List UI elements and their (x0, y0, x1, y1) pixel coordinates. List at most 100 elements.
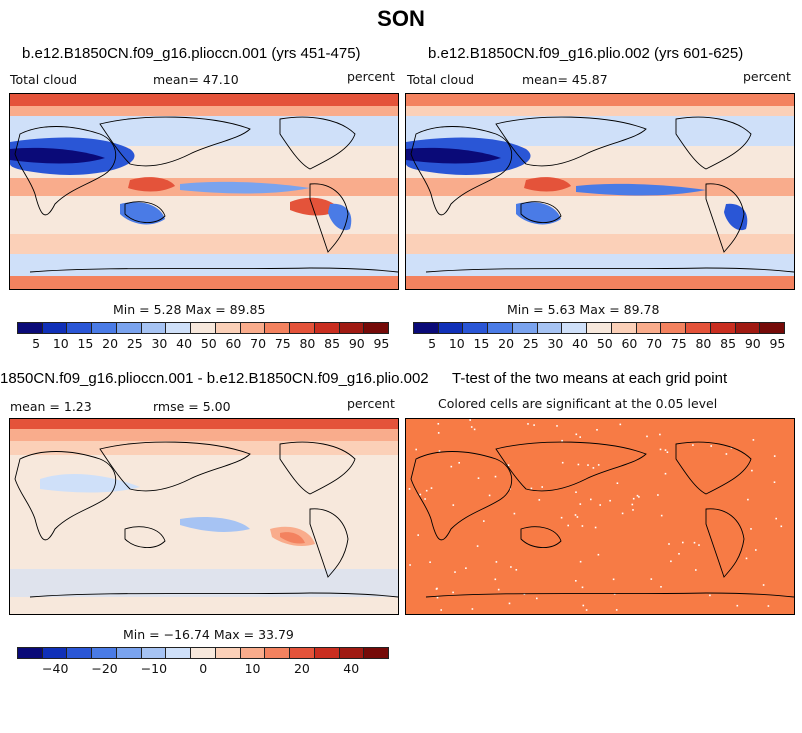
southern-band (10, 234, 398, 254)
non-significant-cell (435, 588, 438, 590)
negative-patch-1 (40, 473, 140, 493)
colorbar-swatch (710, 323, 736, 333)
colorbar-tick-label: 5 (32, 336, 41, 351)
colorbar-tick-label: 60 (621, 336, 638, 351)
non-significant-cell (530, 487, 533, 490)
non-significant-cell (581, 525, 584, 527)
colorbar-swatch (215, 648, 241, 658)
colorbar-tick-label: 15 (473, 336, 490, 351)
non-significant-cell (430, 487, 433, 489)
non-significant-cell (576, 516, 579, 518)
colorbar-tick-label: 70 (646, 336, 663, 351)
non-significant-cell (609, 499, 611, 502)
non-significant-cell (736, 604, 739, 607)
colorbar-tick-label: 10 (52, 336, 69, 351)
non-significant-cell (660, 514, 663, 517)
north-diff-band (10, 429, 398, 441)
panel1-map-svg (10, 94, 398, 289)
colorbar-tick-label: 40 (343, 661, 360, 676)
non-significant-cell (483, 520, 485, 522)
colorbar-tick-label: 90 (744, 336, 761, 351)
panel2-map-svg (406, 94, 794, 289)
colorbar-tick-label: 15 (77, 336, 94, 351)
panel2-colorbar-ticks: 5 10 15 20 25 30 40 50 60 70 75 80 85 90 95 (413, 336, 785, 352)
panel1-map (9, 93, 399, 290)
non-significant-cell (664, 449, 667, 451)
colorbar-swatch (92, 648, 117, 658)
colorbar-swatch (339, 323, 365, 333)
colorbar-swatch (611, 323, 637, 333)
maritime-continent (128, 177, 175, 192)
colorbar-swatch (661, 323, 687, 333)
panel1-stats: Min = 5.28 Max = 89.85 (113, 302, 266, 317)
arctic-diff-band (10, 419, 398, 429)
non-significant-cell (458, 462, 460, 464)
panel4-map (405, 418, 795, 615)
non-significant-cell (465, 567, 467, 569)
colorbar-tick-label: 50 (200, 336, 217, 351)
colorbar-swatch (42, 648, 68, 658)
non-significant-cell (417, 534, 419, 536)
panel3-map-svg (10, 419, 398, 614)
non-significant-cell (452, 591, 454, 594)
non-significant-cell (631, 503, 634, 506)
non-significant-cell (473, 428, 476, 431)
non-significant-cell (773, 481, 776, 483)
colorbar-tick-label: 75 (274, 336, 291, 351)
non-significant-cell (660, 586, 662, 588)
colorbar-swatch (240, 323, 266, 333)
non-significant-cell (577, 463, 580, 466)
non-significant-cell (579, 436, 581, 438)
non-significant-cell (773, 455, 776, 457)
positive-core (280, 532, 305, 544)
non-significant-cell (574, 514, 577, 516)
panel3-mean: mean = 1.23 (10, 399, 92, 414)
panel3-units: percent (347, 396, 395, 411)
non-significant-cell (590, 498, 592, 501)
colorbar-swatch (537, 323, 563, 333)
non-significant-cell (436, 596, 439, 599)
non-significant-cell (775, 517, 777, 520)
non-significant-cell (670, 560, 672, 563)
desert-core (406, 147, 501, 164)
non-significant-cell (695, 569, 697, 571)
colorbar-tick-label: 90 (348, 336, 365, 351)
colorbar-tick-label: −40 (42, 661, 69, 676)
non-significant-cell (440, 609, 442, 611)
non-significant-cell (664, 472, 667, 475)
non-significant-cell (488, 494, 491, 497)
colorbar-tick-label: 20 (293, 661, 310, 676)
panel1-units: percent (347, 69, 395, 84)
non-significant-cell (657, 494, 659, 496)
panel2-mean: mean= 45.87 (522, 72, 608, 87)
non-significant-cell (561, 461, 564, 464)
midlat-diff-band (10, 441, 398, 455)
panel3-stats: Min = −16.74 Max = 33.79 (123, 627, 294, 642)
pacific-subtropics (180, 181, 310, 194)
non-significant-cell (632, 509, 634, 511)
non-significant-cell (437, 432, 440, 434)
colorbar-swatch (116, 323, 142, 333)
non-significant-cell (594, 526, 597, 529)
panel4-map-svg (406, 419, 794, 614)
non-significant-cell (437, 423, 440, 425)
desert-core (10, 147, 105, 164)
significance-fill (406, 419, 794, 614)
colorbar-swatch (587, 323, 612, 333)
peru-stratus (290, 197, 340, 216)
colorbar-swatch (686, 323, 711, 333)
non-significant-cell (450, 465, 453, 468)
non-significant-cell (476, 545, 479, 547)
non-significant-cell (767, 605, 770, 607)
north-band (406, 106, 794, 116)
colorbar-tick-label: 85 (720, 336, 737, 351)
colorbar-swatch (265, 648, 291, 658)
colorbar-swatch (92, 323, 117, 333)
colorbar-swatch (141, 323, 167, 333)
colorbar-tick-label: 10 (244, 661, 261, 676)
panel1-title: b.e12.B1850CN.f09_g16.plioccn.001 (yrs 4… (22, 45, 361, 62)
panel2-units: percent (743, 69, 791, 84)
colorbar-swatch (191, 648, 216, 658)
panel1-variable-label: Total cloud (10, 72, 78, 87)
colorbar-swatch (562, 323, 588, 333)
